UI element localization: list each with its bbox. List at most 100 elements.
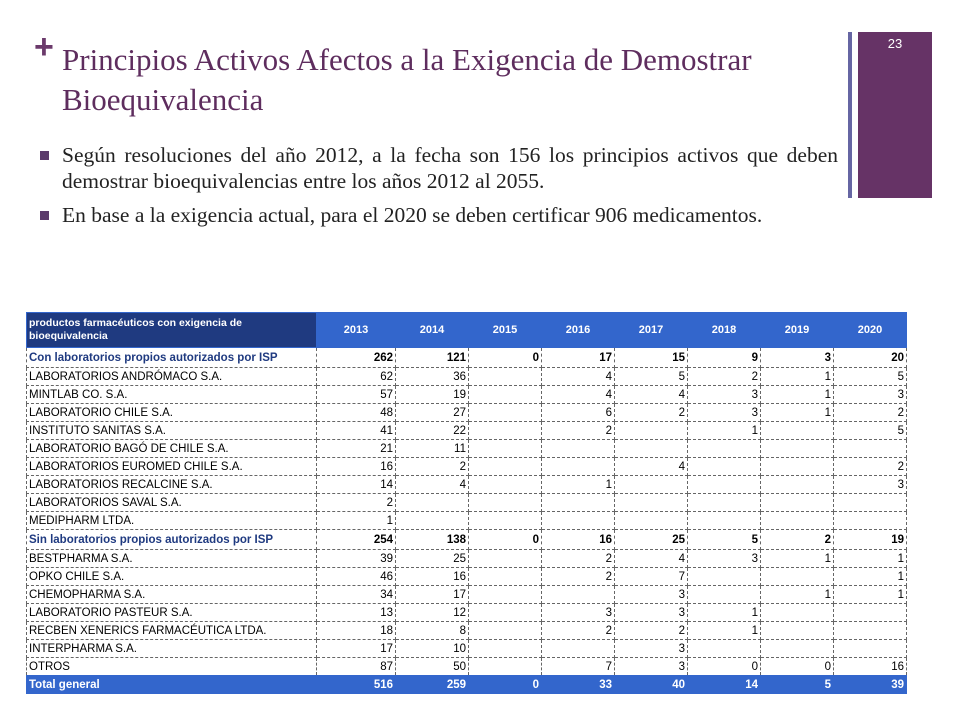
cell-value	[541, 493, 615, 512]
cell-value: 5	[614, 367, 688, 386]
table-row: OTROS 87 50 7 3 0 0 16	[26, 657, 907, 676]
cell-value: 41	[316, 421, 396, 440]
cell-value: 2	[687, 367, 761, 386]
cell-value: 3	[760, 347, 834, 368]
cell-value: 16	[395, 567, 469, 586]
table-row: OPKO CHILE S.A. 46 16 2 7 1	[26, 567, 907, 586]
cell-value	[614, 421, 688, 440]
cell-value: 7	[541, 657, 615, 676]
cell-value: 62	[316, 367, 396, 386]
cell-value	[833, 639, 907, 658]
cell-value: 21	[316, 439, 396, 458]
cell-value: 16	[541, 529, 615, 550]
cell-value: 14	[687, 675, 761, 694]
cell-value	[541, 457, 615, 476]
table-body: Con laboratorios propios autorizados por…	[26, 347, 907, 694]
cell-value: 1	[760, 385, 834, 404]
year-header: 2014	[395, 312, 469, 348]
cell-value: 36	[395, 367, 469, 386]
cell-value	[468, 475, 542, 494]
cell-value: 7	[614, 567, 688, 586]
cell-value: 22	[395, 421, 469, 440]
cell-value	[614, 475, 688, 494]
cell-value: 3	[687, 403, 761, 422]
table-row: CHEMOPHARMA S.A. 34 17 3 1 1	[26, 585, 907, 604]
cell-value: 50	[395, 657, 469, 676]
cell-value: 17	[316, 639, 396, 658]
cell-value	[687, 475, 761, 494]
cell-value	[541, 639, 615, 658]
cell-value: 16	[316, 457, 396, 476]
cell-value: 1	[760, 549, 834, 568]
cell-value	[468, 493, 542, 512]
row-label: INTERPHARMA S.A.	[26, 639, 317, 658]
cell-value	[468, 567, 542, 586]
cell-value	[468, 511, 542, 530]
cell-value	[468, 603, 542, 622]
table-row: LABORATORIOS SAVAL S.A. 2	[26, 493, 907, 512]
row-label: RECBEN XENERICS FARMACÉUTICA LTDA.	[26, 621, 317, 640]
cell-value: 9	[687, 347, 761, 368]
cell-value: 25	[395, 549, 469, 568]
cell-value	[687, 567, 761, 586]
cell-value: 2	[541, 549, 615, 568]
year-header: 2018	[687, 312, 761, 348]
square-bullet-icon	[40, 151, 49, 160]
cell-value: 4	[614, 385, 688, 404]
cell-value	[687, 511, 761, 530]
cell-value: 4	[614, 549, 688, 568]
cell-value	[468, 657, 542, 676]
row-label: OPKO CHILE S.A.	[26, 567, 317, 586]
table-row: LABORATORIO PASTEUR S.A. 13 12 3 3 1	[26, 603, 907, 622]
cell-value	[833, 493, 907, 512]
year-header: 2020	[833, 312, 907, 348]
cell-value	[614, 439, 688, 458]
cell-value	[833, 439, 907, 458]
cell-value	[468, 639, 542, 658]
table-row: RECBEN XENERICS FARMACÉUTICA LTDA. 18 8 2 2 1	[26, 621, 907, 640]
row-label: LABORATORIOS SAVAL S.A.	[26, 493, 317, 512]
cell-value	[760, 603, 834, 622]
cell-value: 4	[395, 475, 469, 494]
bullet-text: Según resoluciones del año 2012, a la fe…	[62, 143, 838, 193]
cell-value: 17	[541, 347, 615, 368]
table-corner-header: productos farmacéuticos con exigencia de…	[26, 312, 317, 348]
cell-value: 12	[395, 603, 469, 622]
cell-value: 5	[833, 421, 907, 440]
row-label: Con laboratorios propios autorizados por…	[26, 347, 317, 368]
cell-value: 19	[395, 385, 469, 404]
cell-value	[614, 493, 688, 512]
cell-value: 0	[468, 347, 542, 368]
cell-value: 13	[316, 603, 396, 622]
cell-value: 34	[316, 585, 396, 604]
table-row: LABORATORIO BAGÓ DE CHILE S.A. 21 11	[26, 439, 907, 458]
cell-value: 0	[468, 675, 542, 694]
cell-value	[468, 385, 542, 404]
table-row: INTERPHARMA S.A. 17 10 3	[26, 639, 907, 658]
row-label: LABORATORIOS EUROMED CHILE S.A.	[26, 457, 317, 476]
row-label: MINTLAB CO. S.A.	[26, 385, 317, 404]
row-label: BESTPHARMA S.A.	[26, 549, 317, 568]
cell-value	[687, 493, 761, 512]
cell-value	[760, 621, 834, 640]
table-row: LABORATORIO CHILE S.A. 48 27 6 2 3 1 2	[26, 403, 907, 422]
cell-value: 27	[395, 403, 469, 422]
cell-value: 2	[833, 403, 907, 422]
cell-value: 2	[541, 621, 615, 640]
sidebar-accent-line	[848, 32, 852, 198]
cell-value	[760, 639, 834, 658]
cell-value	[468, 421, 542, 440]
cell-value: 262	[316, 347, 396, 368]
row-label: LABORATORIOS RECALCINE S.A.	[26, 475, 317, 494]
cell-value	[468, 439, 542, 458]
cell-value: 57	[316, 385, 396, 404]
page-number: 23	[887, 36, 903, 51]
cell-value: 1	[760, 585, 834, 604]
table-row: INSTITUTO SANITAS S.A. 41 22 2 1 5	[26, 421, 907, 440]
cell-value: 3	[614, 603, 688, 622]
cell-value: 1	[687, 603, 761, 622]
cell-value	[687, 457, 761, 476]
cell-value: 39	[316, 549, 396, 568]
cell-value: 87	[316, 657, 396, 676]
cell-value	[760, 475, 834, 494]
